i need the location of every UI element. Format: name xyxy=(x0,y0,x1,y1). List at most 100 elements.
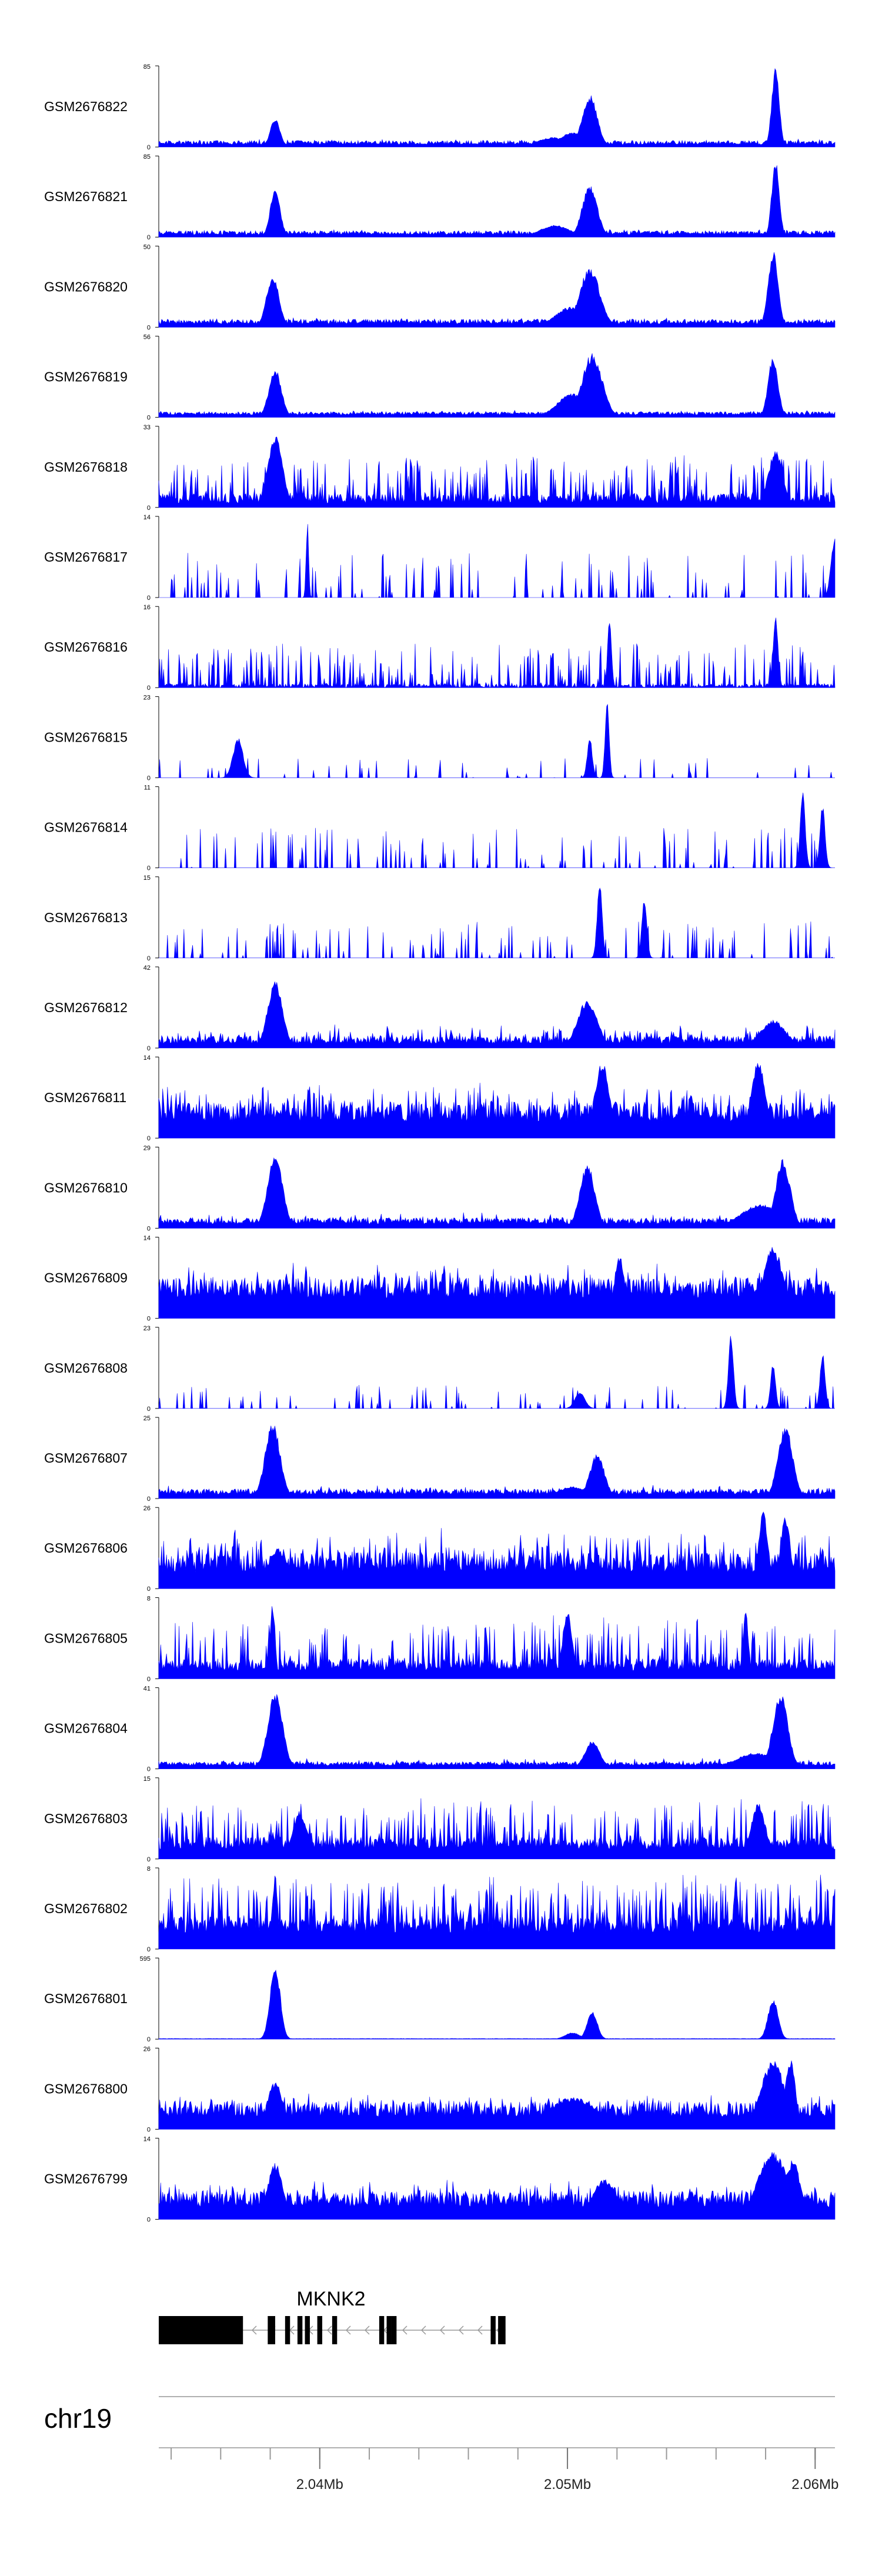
y-max-label: 26 xyxy=(143,2046,151,2053)
track-GSM2676809: GSM2676809 14 0 xyxy=(44,1235,836,1323)
gene-exon xyxy=(297,2316,303,2344)
coverage-area xyxy=(158,1426,836,1499)
y-min-label: 0 xyxy=(147,1135,151,1142)
track-label: GSM2676819 xyxy=(44,369,128,385)
gene-exon xyxy=(235,2316,243,2344)
coverage-area xyxy=(158,2060,836,2130)
y-max-label: 41 xyxy=(143,1686,151,1693)
axis-tick-label: 2.04Mb xyxy=(296,2477,343,2492)
y-max-label: 11 xyxy=(144,785,151,792)
y-max-label: 595 xyxy=(140,1956,151,1963)
track-label: GSM2676815 xyxy=(44,729,128,745)
y-min-label: 0 xyxy=(147,2217,151,2224)
gene-exon xyxy=(332,2316,338,2344)
strand-arrow-icon xyxy=(326,2325,332,2335)
y-max-label: 14 xyxy=(143,514,151,521)
track-label: GSM2676799 xyxy=(44,2171,128,2187)
y-max-label: 23 xyxy=(143,694,151,701)
y-min-label: 0 xyxy=(147,685,151,692)
y-min-label: 0 xyxy=(147,1225,151,1232)
track-label: GSM2676807 xyxy=(44,1450,128,1466)
track-GSM2676817: GSM2676817 14 0 xyxy=(44,514,836,602)
y-max-label: 50 xyxy=(143,243,151,251)
y-max-label: 14 xyxy=(143,1055,151,1062)
track-GSM2676800: GSM2676800 26 0 xyxy=(44,2046,836,2133)
track-label: GSM2676808 xyxy=(44,1360,128,1376)
coverage-area xyxy=(158,252,836,328)
y-min-label: 0 xyxy=(147,2126,151,2133)
y-min-label: 0 xyxy=(147,1406,151,1413)
coverage-area xyxy=(159,792,835,869)
y-max-label: 33 xyxy=(143,424,151,431)
y-min-label: 0 xyxy=(147,1496,151,1503)
track-label: GSM2676818 xyxy=(44,459,128,475)
y-max-label: 8 xyxy=(147,1595,151,1602)
coverage-area xyxy=(158,704,835,778)
track-GSM2676799: GSM2676799 14 0 xyxy=(44,2136,836,2224)
gene-exon xyxy=(498,2316,506,2344)
track-GSM2676807: GSM2676807 25 0 xyxy=(44,1415,836,1503)
gene-exon xyxy=(268,2316,275,2344)
track-GSM2676811: GSM2676811 14 0 xyxy=(44,1055,836,1142)
track-GSM2676801: GSM2676801 595 0 xyxy=(44,1956,836,2043)
gene-exon xyxy=(208,2316,216,2344)
gene-exon xyxy=(159,2316,166,2344)
y-min-label: 0 xyxy=(147,1856,151,1863)
track-label: GSM2676806 xyxy=(44,1540,128,1556)
strand-arrow-icon xyxy=(345,2325,351,2335)
track-GSM2676813: GSM2676813 15 0 xyxy=(44,875,835,962)
chromosome-label: chr19 xyxy=(44,2403,112,2434)
track-GSM2676806: GSM2676806 26 0 xyxy=(44,1505,836,1593)
y-max-label: 85 xyxy=(143,64,151,71)
y-max-label: 15 xyxy=(143,1776,151,1783)
y-min-label: 0 xyxy=(147,775,151,782)
gene-exon xyxy=(379,2316,385,2344)
track-GSM2676814: GSM2676814 11 0 xyxy=(44,785,835,872)
track-GSM2676803: GSM2676803 15 0 xyxy=(44,1776,836,1863)
gene-exon xyxy=(285,2316,290,2344)
coverage-area xyxy=(158,1157,836,1229)
track-GSM2676821: GSM2676821 85 0 xyxy=(44,154,836,241)
track-GSM2676802: GSM2676802 8 0 xyxy=(44,1866,836,1953)
y-min-label: 0 xyxy=(147,1946,151,1953)
track-label: GSM2676810 xyxy=(44,1180,128,1195)
y-min-label: 0 xyxy=(147,1316,151,1323)
gene-exon xyxy=(317,2316,323,2344)
coverage-area xyxy=(158,68,836,148)
gene-exon xyxy=(490,2316,496,2344)
track-label: GSM2676821 xyxy=(44,189,128,204)
coverage-area xyxy=(158,1247,836,1319)
y-max-label: 29 xyxy=(143,1144,151,1152)
track-GSM2676810: GSM2676810 29 0 xyxy=(44,1144,836,1232)
gene-model xyxy=(159,2316,506,2344)
y-max-label: 56 xyxy=(143,334,151,341)
coverage-area xyxy=(158,1336,835,1409)
y-max-label: 25 xyxy=(143,1415,151,1422)
track-label: GSM2676800 xyxy=(44,2081,128,2096)
y-min-label: 0 xyxy=(147,595,151,602)
track-GSM2676818: GSM2676818 33 0 xyxy=(44,424,836,512)
y-min-label: 0 xyxy=(147,2036,151,2043)
y-max-label: 23 xyxy=(143,1325,151,1332)
track-GSM2676816: GSM2676816 16 0 xyxy=(44,604,836,692)
y-min-label: 0 xyxy=(147,1766,151,1773)
gene-exon xyxy=(386,2316,392,2344)
coverage-area xyxy=(158,436,836,508)
track-GSM2676819: GSM2676819 56 0 xyxy=(44,334,836,422)
y-min-label: 0 xyxy=(147,324,151,331)
coverage-area xyxy=(158,618,836,689)
y-min-label: 0 xyxy=(147,1586,151,1593)
y-max-label: 85 xyxy=(143,154,151,161)
strand-arrow-icon xyxy=(477,2325,483,2335)
strand-arrow-icon xyxy=(364,2325,370,2335)
y-max-label: 14 xyxy=(143,2136,151,2143)
track-label: GSM2676811 xyxy=(44,1090,126,1105)
track-label: GSM2676816 xyxy=(44,639,128,655)
genome-axis: chr19 2.04Mb 2.05Mb 2.06Mb xyxy=(44,2396,838,2492)
track-label: GSM2676812 xyxy=(44,1000,128,1015)
y-min-label: 0 xyxy=(147,415,151,422)
y-max-label: 15 xyxy=(143,875,151,882)
strand-arrow-icon xyxy=(420,2325,426,2335)
track-label: GSM2676814 xyxy=(44,820,128,835)
y-max-label: 26 xyxy=(143,1505,151,1512)
